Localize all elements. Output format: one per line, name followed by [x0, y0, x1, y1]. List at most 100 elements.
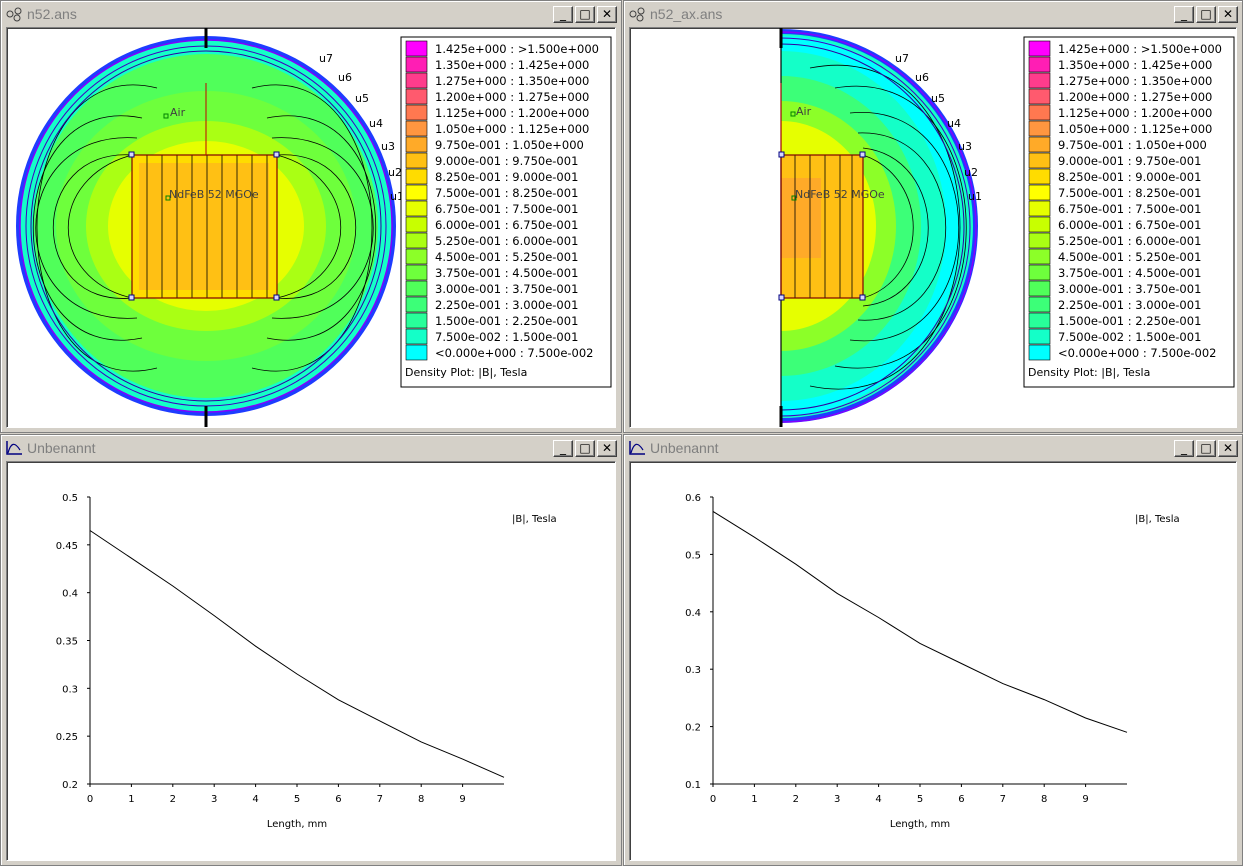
legend-swatch	[405, 72, 428, 89]
legend-swatch	[1028, 72, 1051, 89]
x-axis-label: Length, mm	[890, 819, 950, 830]
minimize-button[interactable]: _	[553, 440, 573, 457]
legend-swatch	[405, 56, 428, 73]
y-tick-label: 0.6	[685, 493, 701, 504]
close-button[interactable]: ✕	[1218, 6, 1238, 23]
x-tick-label: 6	[335, 794, 341, 805]
boundary-label-u4: u4	[947, 117, 961, 130]
legend-swatch	[405, 232, 428, 249]
x-tick-label: 6	[958, 794, 964, 805]
legend-entry: 1.275e+000 : 1.350e+000	[435, 74, 589, 88]
air-label: Air	[796, 105, 812, 118]
series-line	[89, 530, 505, 778]
legend-swatch	[1028, 216, 1051, 233]
legend-swatch	[1028, 200, 1051, 217]
field-plot-view[interactable]: Air NdFeB 52 MGOe u7 u6 u5 u4 u3 u2 u1 1…	[629, 27, 1237, 428]
legend-swatch	[1028, 296, 1051, 313]
minimize-button[interactable]: _	[1174, 6, 1194, 23]
y-tick-label: 0.25	[56, 732, 78, 743]
y-tick-label: 0.2	[685, 723, 701, 734]
title-bar[interactable]: n52_ax.ans _ □ ✕	[626, 3, 1240, 25]
window-n52[interactable]: n52.ans _ □ ✕	[0, 0, 622, 433]
boundary-label-u2: u2	[964, 166, 978, 179]
field-plot-2d[interactable]: Air NdFeB 52 MGOe u7 u6 u5 u4 u3 u2 u1 1…	[7, 28, 616, 428]
window-unbenannt-2[interactable]: Unbenannt _ □ ✕ 0.6 0.5 0.4 0.3 0.2 0.1 0 1 2 3 4 5…	[623, 434, 1243, 866]
boundary-label-u2: u2	[388, 166, 402, 179]
legend-entry: 3.750e-001 : 4.500e-001	[1058, 266, 1201, 280]
boundary-label-u6: u6	[338, 71, 352, 84]
window-title: n52_ax.ans	[650, 6, 723, 22]
series-label: |B|, Tesla	[512, 514, 557, 525]
x-tick-label: 1	[128, 794, 134, 805]
boundary-label-u1: u1	[390, 190, 404, 203]
legend-swatch	[1028, 104, 1051, 121]
boundary-label-u7: u7	[319, 52, 333, 65]
legend-entry: 1.275e+000 : 1.350e+000	[1058, 74, 1212, 88]
title-bar[interactable]: Unbenannt _ □ ✕	[3, 437, 619, 459]
magnet-label: NdFeB 52 MGOe	[169, 188, 259, 201]
y-tick-label: 0.4	[62, 589, 78, 600]
series-label: |B|, Tesla	[1135, 514, 1180, 525]
maximize-button[interactable]: □	[575, 6, 595, 23]
legend-swatch	[1028, 120, 1051, 137]
y-tick-label: 0.45	[56, 541, 78, 552]
field-plot-axisymmetric[interactable]: Air NdFeB 52 MGOe u7 u6 u5 u4 u3 u2 u1 1…	[630, 28, 1237, 428]
maximize-button[interactable]: □	[1196, 440, 1216, 457]
boundary-label-u3: u3	[381, 140, 395, 153]
legend-swatch	[1028, 328, 1051, 345]
x-tick-label: 4	[875, 794, 881, 805]
density-legend: 1.425e+000 : >1.500e+000 1.350e+000 : 1.4…	[400, 36, 612, 388]
flux-density-chart[interactable]: 0.5 0.45 0.4 0.35 0.3 0.25 0.2 0 1 2 3 4 5 6 7 8 9 Length…	[7, 462, 616, 861]
title-bar[interactable]: n52.ans _ □ ✕	[3, 3, 619, 25]
boundary-label-u4: u4	[369, 117, 383, 130]
legend-swatch	[1028, 168, 1051, 185]
geometry-outline	[19, 28, 393, 427]
legend-entry: <0.000e+000 : 7.500e-002	[435, 346, 594, 360]
legend-entry: 7.500e-002 : 1.500e-001	[1058, 330, 1201, 344]
window-unbenannt-1[interactable]: Unbenannt _ □ ✕ 0.5 0.45 0.4 0.35 0.3 0.25 0.2…	[0, 434, 622, 866]
legend-swatch	[1028, 248, 1051, 265]
y-tick-label: 0.3	[685, 665, 701, 676]
x-tick-label: 9	[1082, 794, 1088, 805]
minimize-button[interactable]: _	[1174, 440, 1194, 457]
x-tick-label: 8	[1041, 794, 1047, 805]
close-button[interactable]: ✕	[597, 6, 617, 23]
y-tick-label: 0.3	[62, 684, 78, 695]
xy-plot-view[interactable]: 0.6 0.5 0.4 0.3 0.2 0.1 0 1 2 3 4 5 6 7 8 9 Length, mm |B…	[629, 461, 1237, 861]
x-tick-label: 9	[459, 794, 465, 805]
legend-entry: 9.000e-001 : 9.750e-001	[1058, 154, 1201, 168]
legend-swatch	[1028, 280, 1051, 297]
window-n52-ax[interactable]: n52_ax.ans _ □ ✕	[623, 0, 1243, 433]
y-tick-label: 0.5	[685, 550, 701, 561]
magnet-label: NdFeB 52 MGOe	[795, 188, 885, 201]
maximize-button[interactable]: □	[1196, 6, 1216, 23]
xy-plot-view[interactable]: 0.5 0.45 0.4 0.35 0.3 0.25 0.2 0 1 2 3 4 5 6 7 8 9 Length…	[6, 461, 616, 861]
femm-app-icon	[6, 7, 22, 22]
close-button[interactable]: ✕	[597, 440, 617, 457]
legend-entry: 1.050e+000 : 1.125e+000	[1058, 122, 1212, 136]
title-bar[interactable]: Unbenannt _ □ ✕	[626, 437, 1240, 459]
legend-entry: 4.500e-001 : 5.250e-001	[435, 250, 578, 264]
legend-swatch	[405, 40, 428, 57]
legend-entry: 1.425e+000 : >1.500e+000	[1058, 42, 1222, 56]
legend-entry: 2.250e-001 : 3.000e-001	[1058, 298, 1201, 312]
boundary-label-u5: u5	[931, 92, 945, 105]
close-button[interactable]: ✕	[1218, 440, 1238, 457]
field-plot-view[interactable]: Air NdFeB 52 MGOe u7 u6 u5 u4 u3 u2 u1 1…	[6, 27, 616, 428]
boundary-label-u3: u3	[958, 140, 972, 153]
legend-entry: <0.000e+000 : 7.500e-002	[1058, 346, 1217, 360]
window-title: n52.ans	[27, 6, 77, 22]
legend-swatch	[405, 168, 428, 185]
boundary-label-u5: u5	[355, 92, 369, 105]
flux-density-chart[interactable]: 0.6 0.5 0.4 0.3 0.2 0.1 0 1 2 3 4 5 6 7 8 9 Length, mm |B…	[630, 462, 1237, 861]
legend-swatch	[405, 184, 428, 201]
legend-caption: Density Plot: |B|, Tesla	[405, 366, 527, 379]
legend-entry: 9.750e-001 : 1.050e+000	[435, 138, 584, 152]
maximize-button[interactable]: □	[575, 440, 595, 457]
minimize-button[interactable]: _	[553, 6, 573, 23]
x-tick-label: 5	[917, 794, 923, 805]
legend-swatch	[1028, 56, 1051, 73]
y-tick-label: 0.1	[685, 780, 701, 791]
legend-entry: 6.750e-001 : 7.500e-001	[1058, 202, 1201, 216]
boundary-label-u7: u7	[895, 52, 909, 65]
